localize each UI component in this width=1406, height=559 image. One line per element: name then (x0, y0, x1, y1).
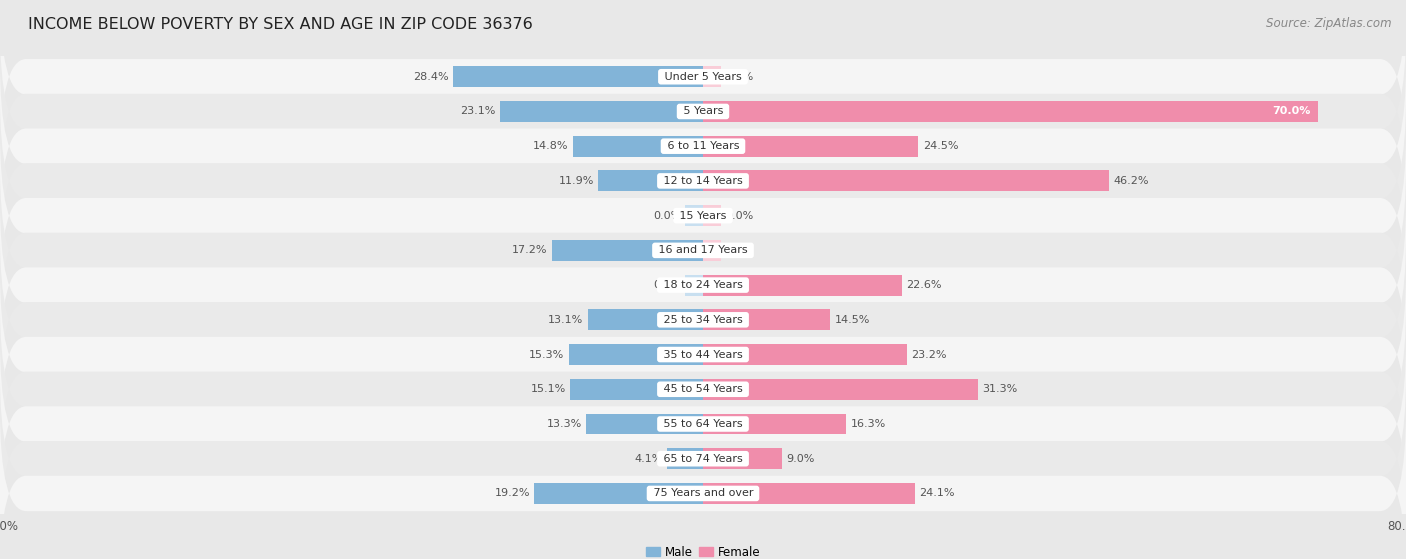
Bar (574, 136, 703, 157)
Text: 55 to 64 Years: 55 to 64 Years (659, 419, 747, 429)
Text: 11.9%: 11.9% (558, 176, 593, 186)
Text: 23.2%: 23.2% (911, 349, 946, 359)
Bar (686, 274, 703, 296)
Bar (703, 483, 915, 504)
Text: 17.2%: 17.2% (512, 245, 547, 255)
Text: 46.2%: 46.2% (1114, 176, 1149, 186)
Bar (568, 344, 703, 365)
Text: 15.1%: 15.1% (530, 384, 565, 394)
Text: 35 to 44 Years: 35 to 44 Years (659, 349, 747, 359)
Bar (703, 170, 1109, 191)
Text: 22.6%: 22.6% (905, 280, 942, 290)
Bar (588, 309, 703, 330)
Bar (501, 101, 703, 122)
Text: 14.8%: 14.8% (533, 141, 568, 151)
Bar (703, 414, 846, 434)
Text: 4.1%: 4.1% (634, 454, 662, 464)
Text: 0.0%: 0.0% (725, 245, 754, 255)
FancyBboxPatch shape (0, 268, 1406, 441)
Text: 13.1%: 13.1% (548, 315, 583, 325)
Text: 24.5%: 24.5% (922, 141, 957, 151)
Text: 9.0%: 9.0% (786, 454, 815, 464)
Text: 65 to 74 Years: 65 to 74 Years (659, 454, 747, 464)
Text: 0.0%: 0.0% (725, 211, 754, 221)
Text: 45 to 54 Years: 45 to 54 Years (659, 384, 747, 394)
Text: 15 Years: 15 Years (676, 211, 730, 221)
Bar (599, 170, 703, 191)
FancyBboxPatch shape (0, 372, 1406, 545)
Text: Under 5 Years: Under 5 Years (661, 72, 745, 82)
Bar (703, 136, 918, 157)
Text: 16.3%: 16.3% (851, 419, 886, 429)
Bar (703, 240, 721, 261)
FancyBboxPatch shape (0, 407, 1406, 559)
Text: 0.0%: 0.0% (652, 280, 681, 290)
Text: 70.0%: 70.0% (1272, 106, 1312, 116)
Text: 5 Years: 5 Years (679, 106, 727, 116)
Bar (571, 379, 703, 400)
FancyBboxPatch shape (0, 94, 1406, 267)
FancyBboxPatch shape (0, 303, 1406, 476)
Bar (703, 309, 831, 330)
Bar (703, 344, 907, 365)
FancyBboxPatch shape (0, 338, 1406, 510)
Bar (454, 67, 703, 87)
Text: 28.4%: 28.4% (413, 72, 449, 82)
Text: INCOME BELOW POVERTY BY SEX AND AGE IN ZIP CODE 36376: INCOME BELOW POVERTY BY SEX AND AGE IN Z… (28, 17, 533, 32)
Bar (703, 67, 721, 87)
FancyBboxPatch shape (0, 198, 1406, 372)
Text: 16 and 17 Years: 16 and 17 Years (655, 245, 751, 255)
FancyBboxPatch shape (0, 233, 1406, 406)
Bar (686, 205, 703, 226)
Text: 12 to 14 Years: 12 to 14 Years (659, 176, 747, 186)
FancyBboxPatch shape (0, 25, 1406, 198)
Text: 0.0%: 0.0% (652, 211, 681, 221)
Bar (703, 205, 721, 226)
Bar (551, 240, 703, 261)
FancyBboxPatch shape (0, 129, 1406, 302)
Bar (703, 101, 1319, 122)
Text: 0.0%: 0.0% (725, 72, 754, 82)
FancyBboxPatch shape (0, 0, 1406, 163)
Text: 23.1%: 23.1% (460, 106, 496, 116)
Text: Source: ZipAtlas.com: Source: ZipAtlas.com (1267, 17, 1392, 30)
Text: 15.3%: 15.3% (529, 349, 564, 359)
Bar (586, 414, 703, 434)
Text: 14.5%: 14.5% (835, 315, 870, 325)
FancyBboxPatch shape (0, 164, 1406, 337)
FancyBboxPatch shape (0, 60, 1406, 233)
Text: 6 to 11 Years: 6 to 11 Years (664, 141, 742, 151)
Bar (703, 274, 901, 296)
Bar (534, 483, 703, 504)
Legend: Male, Female: Male, Female (641, 541, 765, 559)
Text: 24.1%: 24.1% (920, 489, 955, 499)
Bar (703, 448, 782, 469)
Text: 13.3%: 13.3% (547, 419, 582, 429)
Text: 75 Years and over: 75 Years and over (650, 489, 756, 499)
Text: 19.2%: 19.2% (495, 489, 530, 499)
Text: 18 to 24 Years: 18 to 24 Years (659, 280, 747, 290)
Bar (703, 379, 979, 400)
Text: 25 to 34 Years: 25 to 34 Years (659, 315, 747, 325)
Bar (666, 448, 703, 469)
Text: 31.3%: 31.3% (983, 384, 1018, 394)
